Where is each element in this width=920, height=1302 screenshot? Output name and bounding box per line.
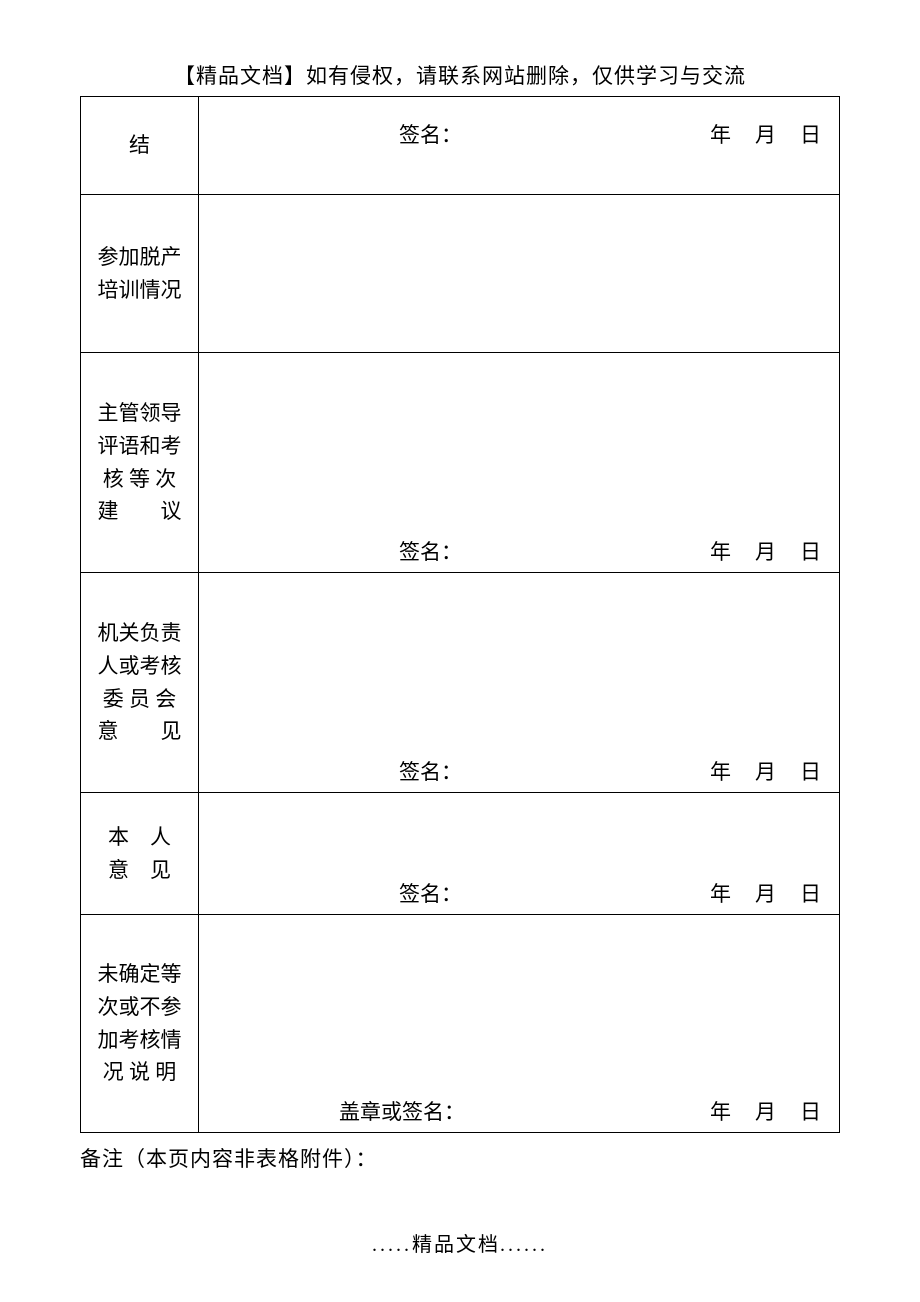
row-label-line: 机关负责 (81, 617, 198, 650)
footer-text: 精品文档 (412, 1234, 500, 1256)
table-row: 本 人意 见签名： 年月日 (81, 793, 840, 915)
row-content (199, 195, 840, 353)
date-part: 日 (800, 119, 821, 149)
row-content: 签名： 年月日 (199, 97, 840, 195)
row-label: 未确定等次或不参加考核情况 说 明 (81, 915, 199, 1133)
date-part: 日 (800, 756, 821, 786)
signature-line: 签名： 年月日 (199, 756, 839, 786)
row-label: 本 人意 见 (81, 793, 199, 915)
row-label: 机关负责人或考核委 员 会意 见 (81, 573, 199, 793)
table-row: 主管领导评语和考核 等 次建 议签名： 年月日 (81, 353, 840, 573)
row-content: 签名： 年月日 (199, 353, 840, 573)
row-content: 盖章或签名： 年月日 (199, 915, 840, 1133)
signature-line: 签名： 年月日 (199, 878, 839, 908)
date-part: 年 (710, 119, 731, 149)
row-label-line: 加考核情 (81, 1024, 198, 1057)
date-part: 日 (800, 536, 821, 566)
date-group: 年月日 (710, 536, 821, 566)
row-label: 参加脱产培训情况 (81, 195, 199, 353)
row-label: 主管领导评语和考核 等 次建 议 (81, 353, 199, 573)
page-footer: .....精品文档...... (80, 1228, 840, 1257)
date-part: 月 (755, 1096, 776, 1126)
row-label-line: 评语和考 (81, 430, 198, 463)
row-label-line: 况 说 明 (81, 1056, 198, 1089)
row-label-line: 意 见 (81, 715, 198, 748)
row-label-line: 本 人 (81, 821, 198, 854)
date-part: 年 (710, 756, 731, 786)
note-line: 备注（本页内容非表格附件）： (80, 1143, 840, 1173)
row-label-line: 人或考核 (81, 650, 198, 683)
row-label-line: 核 等 次 (81, 463, 198, 496)
date-group: 年月日 (710, 756, 821, 786)
date-group: 年月日 (710, 878, 821, 908)
date-part: 月 (755, 119, 776, 149)
date-part: 月 (755, 756, 776, 786)
signature-label: 签名： (399, 536, 462, 566)
date-part: 月 (755, 878, 776, 908)
date-part: 日 (800, 1096, 821, 1126)
date-part: 年 (710, 878, 731, 908)
signature-label: 签名： (399, 878, 462, 908)
row-label-line: 主管领导 (81, 397, 198, 430)
date-group: 年月日 (710, 119, 821, 149)
row-content: 签名： 年月日 (199, 793, 840, 915)
form-table: 结签名：年月日参加脱产培训情况主管领导评语和考核 等 次建 议签名：年月日机关负… (80, 96, 840, 1133)
row-content: 签名： 年月日 (199, 573, 840, 793)
row-label-line: 委 员 会 (81, 683, 198, 716)
document-page: 【精品文档】如有侵权，请联系网站删除，仅供学习与交流 结签名：年月日参加脱产培训… (0, 0, 920, 1297)
footer-dots-left: ..... (372, 1234, 412, 1256)
signature-label: 签名： (399, 756, 462, 786)
row-label-line: 未确定等 (81, 958, 198, 991)
table-row: 机关负责人或考核委 员 会意 见签名： 年月日 (81, 573, 840, 793)
page-header: 【精品文档】如有侵权，请联系网站删除，仅供学习与交流 (80, 60, 840, 90)
table-row: 未确定等次或不参加考核情况 说 明盖章或签名： 年月日 (81, 915, 840, 1133)
row-label: 结 (81, 97, 199, 195)
signature-label: 盖章或签名： (339, 1096, 465, 1126)
date-part: 年 (710, 536, 731, 566)
signature-line: 盖章或签名： 年月日 (199, 1096, 839, 1126)
signature-line: 签名： 年月日 (199, 536, 839, 566)
row-label-line: 参加脱产 (81, 241, 198, 274)
date-part: 日 (800, 878, 821, 908)
date-group: 年月日 (710, 1096, 821, 1126)
table-row: 结 签名： 年月日 (81, 97, 840, 195)
date-part: 月 (755, 536, 776, 566)
row-label-line: 建 议 (81, 495, 198, 528)
table-row: 参加脱产培训情况 (81, 195, 840, 353)
signature-label: 签名： (399, 119, 462, 149)
date-part: 年 (710, 1096, 731, 1126)
row-label-line: 培训情况 (81, 274, 198, 307)
row-label-line: 结 (81, 129, 198, 162)
row-label-line: 次或不参 (81, 991, 198, 1024)
signature-line: 签名： 年月日 (199, 119, 839, 149)
footer-dots-right: ...... (500, 1234, 548, 1256)
row-label-line: 意 见 (81, 854, 198, 887)
